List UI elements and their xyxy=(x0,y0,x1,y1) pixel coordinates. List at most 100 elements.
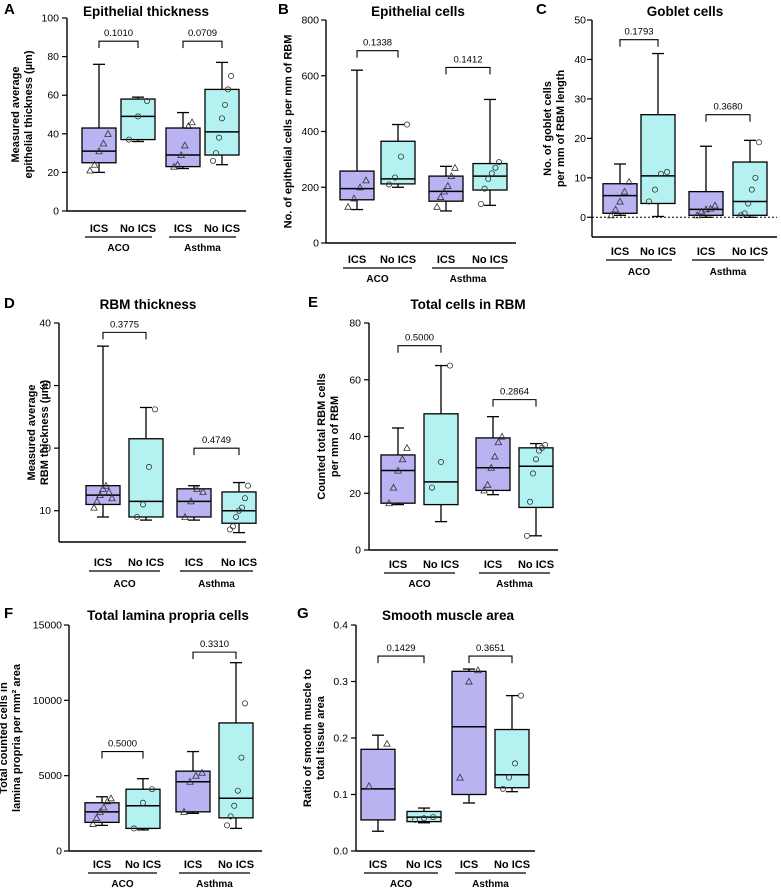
panel-letter: B xyxy=(278,1,289,18)
data-point-triangle xyxy=(398,455,407,463)
data-point-triangle xyxy=(107,794,115,802)
x-category-label: ICS xyxy=(90,223,108,235)
p-value-label: 0.1010 xyxy=(104,28,133,39)
data-point-circle xyxy=(492,164,499,171)
data-point-triangle xyxy=(108,494,116,502)
p-value-label: 0.1793 xyxy=(624,27,653,38)
comparison-bracket xyxy=(619,39,659,47)
data-point-circle xyxy=(488,170,495,177)
x-category-label: No ICS xyxy=(120,223,156,235)
p-value-label: 0.3310 xyxy=(200,639,229,650)
panel-letter: F xyxy=(4,605,13,622)
data-point-triangle xyxy=(616,197,624,205)
data-point-triangle xyxy=(498,432,506,440)
comparison-bracket xyxy=(101,751,144,759)
data-point-triangle xyxy=(102,481,110,489)
data-point-triangle xyxy=(184,122,193,130)
iqr-box xyxy=(423,413,459,506)
x-category-label: No ICS xyxy=(218,859,254,871)
group-label: Asthma xyxy=(450,274,487,285)
data-point-circle xyxy=(420,815,427,822)
y-tick-label: 0 xyxy=(56,846,62,858)
data-point-triangle xyxy=(187,497,195,505)
data-point-triangle xyxy=(170,162,178,170)
x-category-label: ICS xyxy=(697,246,715,258)
iqr-box xyxy=(732,161,768,216)
x-category-label: No ICS xyxy=(518,559,554,571)
box-ics xyxy=(165,111,201,170)
data-point-triangle xyxy=(433,202,441,210)
data-point-circle xyxy=(397,153,404,160)
iqr-box xyxy=(640,114,676,205)
x-category-label: No ICS xyxy=(494,859,530,871)
panel-letter: D xyxy=(4,295,15,312)
data-point-circle xyxy=(403,121,410,128)
x-category-label: ICS xyxy=(174,223,192,235)
y-tick-label: 0.3 xyxy=(333,676,348,688)
data-point-circle xyxy=(130,825,137,832)
comparison-bracket xyxy=(98,40,139,49)
data-point-triangle xyxy=(99,139,108,147)
data-point-triangle xyxy=(620,187,629,195)
data-point-circle xyxy=(139,501,146,508)
data-point-circle xyxy=(428,484,435,491)
data-point-circle xyxy=(143,97,150,104)
x-category-label: ICS xyxy=(94,557,112,569)
iqr-box xyxy=(120,98,156,141)
data-point-triangle xyxy=(625,177,633,185)
y-tick-label: 30 xyxy=(574,93,586,105)
y-tick-label: 30 xyxy=(39,380,51,392)
data-point-circle xyxy=(223,822,230,829)
data-point-circle xyxy=(524,532,531,539)
x-category-label: ICS xyxy=(185,557,203,569)
data-point-circle xyxy=(227,813,234,820)
iqr-box xyxy=(125,788,161,830)
data-point-triangle xyxy=(389,483,398,491)
x-category-label: No ICS xyxy=(732,246,768,258)
comparison-bracket xyxy=(705,114,751,122)
data-point-circle xyxy=(385,181,392,188)
y-tick-label: 0.0 xyxy=(333,846,348,858)
data-point-triangle xyxy=(451,163,459,171)
data-point-circle xyxy=(527,498,534,505)
x-category-label: ICS xyxy=(460,859,478,871)
box-no-ics xyxy=(406,807,442,824)
p-value-label: 0.5000 xyxy=(405,333,434,344)
data-point-triangle xyxy=(693,211,701,219)
box-ics xyxy=(339,69,375,211)
data-point-circle xyxy=(437,459,444,466)
y-axis-label: Measured averageRBM thickness (µm) xyxy=(26,379,51,485)
data-point-circle xyxy=(752,174,759,181)
panel-letter: A xyxy=(4,1,15,18)
group-label: ACO xyxy=(366,274,388,285)
data-point-circle xyxy=(215,134,222,141)
box-no-ics xyxy=(125,778,161,832)
x-category-label: No ICS xyxy=(380,254,416,266)
data-point-triangle xyxy=(607,211,615,219)
chart-title: Total cells in RBM xyxy=(410,297,525,312)
y-tick-label: 40 xyxy=(47,128,59,140)
data-point-triangle xyxy=(350,194,358,202)
box-no-ics xyxy=(218,662,254,830)
data-point-circle xyxy=(209,157,216,164)
iqr-box xyxy=(380,140,416,185)
chart-panel-e: E Total cells in RBM Counted total RBM cel… xyxy=(308,294,558,590)
comparison-bracket xyxy=(193,447,240,456)
data-point-triangle xyxy=(365,782,373,789)
y-axis-label: No. of epithelial cells per mm of RBM xyxy=(282,35,294,229)
data-point-triangle xyxy=(383,739,391,747)
y-tick-label: 50 xyxy=(574,15,586,27)
data-point-circle xyxy=(244,482,251,489)
box-ics xyxy=(81,63,117,174)
data-point-circle xyxy=(748,186,755,193)
chart-panel-g: G Smooth muscle area Ratio of smooth muscl… xyxy=(297,605,535,890)
data-point-triangle xyxy=(99,803,108,811)
group-label: ACO xyxy=(113,579,135,590)
chart-title: RBM thickness xyxy=(100,297,197,312)
data-point-circle xyxy=(145,463,152,470)
y-tick-label: 400 xyxy=(301,126,319,138)
group-label: ACO xyxy=(107,243,129,254)
data-point-circle xyxy=(224,86,231,93)
y-tick-label: 80 xyxy=(349,318,361,330)
data-point-circle xyxy=(241,495,248,502)
